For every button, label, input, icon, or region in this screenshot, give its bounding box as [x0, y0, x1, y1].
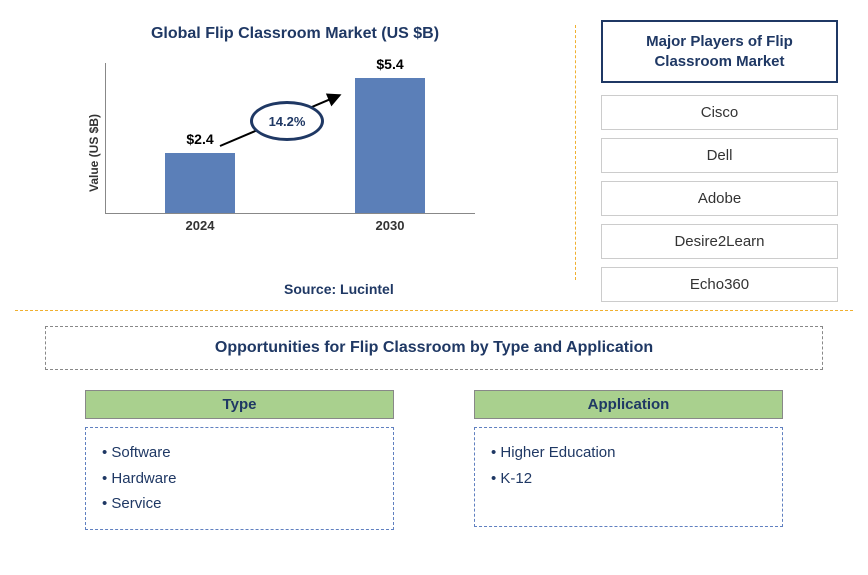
bar-2030: $5.4 [355, 78, 425, 213]
opp-header-application: Application [474, 390, 783, 419]
opp-item: • Service [102, 491, 377, 517]
opp-item-label: K-12 [500, 470, 532, 487]
opp-item: • Software [102, 440, 377, 466]
chart-title: Global Flip Classroom Market (US $B) [35, 25, 555, 43]
top-section: Global Flip Classroom Market (US $B) Val… [15, 15, 853, 305]
y-axis-label: Value (US $B) [87, 114, 101, 192]
opp-item-label: Hardware [111, 470, 176, 487]
growth-ellipse: 14.2% [250, 101, 324, 141]
x-tick-2024: 2024 [165, 218, 235, 233]
x-tick-2030: 2030 [355, 218, 425, 233]
player-item: Echo360 [601, 267, 838, 302]
opportunities-title: Opportunities for Flip Classroom by Type… [45, 326, 823, 370]
opp-item-label: Software [111, 444, 170, 461]
growth-rate: 14.2% [269, 114, 306, 129]
y-axis [105, 63, 106, 213]
bar-2024: $2.4 [165, 153, 235, 213]
bar-label-2030: $5.4 [355, 56, 425, 72]
horizontal-separator [15, 310, 853, 311]
players-title: Major Players of Flip Classroom Market [601, 20, 838, 83]
opp-item: • Higher Education [491, 440, 766, 466]
opp-list-type: • Software • Hardware • Service [85, 427, 394, 530]
opp-item-label: Higher Education [500, 444, 615, 461]
player-item: Adobe [601, 181, 838, 216]
opp-item: • Hardware [102, 466, 377, 492]
source-text: Source: Lucintel [284, 281, 394, 297]
opp-header-type: Type [85, 390, 394, 419]
bar-label-2024: $2.4 [165, 131, 235, 147]
bar-chart: Value (US $B) 14.2% $2.4 2024 $5.4 2030 [105, 63, 505, 243]
player-item: Dell [601, 138, 838, 173]
opp-item: • K-12 [491, 466, 766, 492]
opp-list-application: • Higher Education • K-12 [474, 427, 783, 527]
player-item: Cisco [601, 95, 838, 130]
opportunities-columns: Type • Software • Hardware • Service App… [45, 390, 823, 530]
opp-col-type: Type • Software • Hardware • Service [85, 390, 394, 530]
opportunities-section: Opportunities for Flip Classroom by Type… [15, 326, 853, 530]
player-item: Desire2Learn [601, 224, 838, 259]
chart-area: Global Flip Classroom Market (US $B) Val… [15, 15, 575, 305]
players-area: Major Players of Flip Classroom Market C… [576, 15, 853, 305]
opp-item-label: Service [111, 495, 161, 512]
x-axis [105, 213, 475, 214]
opp-col-application: Application • Higher Education • K-12 [474, 390, 783, 530]
